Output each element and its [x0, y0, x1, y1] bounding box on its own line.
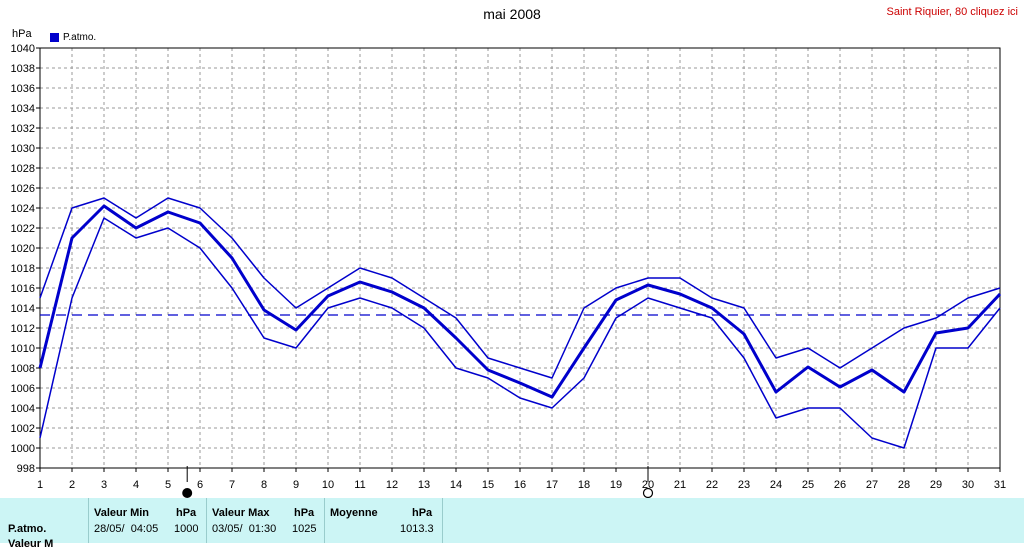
- stats-divider: [442, 498, 443, 543]
- min-value: 1000: [174, 523, 199, 535]
- stats-divider: [324, 498, 325, 543]
- max-unit: hPa: [294, 507, 315, 519]
- x-tick-label: 8: [261, 479, 267, 491]
- y-tick-label: 1006: [11, 383, 35, 395]
- series-line-max: [39, 197, 1001, 379]
- series-line-mean: [38, 204, 1002, 399]
- x-tick-label: 12: [386, 479, 398, 491]
- x-tick-label: 19: [610, 479, 622, 491]
- legend-swatch: [50, 33, 59, 42]
- x-tick-label: 17: [546, 479, 558, 491]
- x-tick-label: 24: [770, 479, 782, 491]
- x-tick-label: 20: [642, 479, 654, 491]
- mean-unit: hPa: [412, 507, 433, 519]
- stats-table: Valeur Min hPa Valeur Max hPa Moyenne hP…: [0, 498, 1024, 550]
- y-tick-label: 1030: [11, 143, 35, 155]
- x-tick-label: 6: [197, 479, 203, 491]
- stats-divider: [88, 498, 89, 543]
- x-tick-label: 27: [866, 479, 878, 491]
- y-tick-label: 1012: [11, 323, 35, 335]
- x-tick-label: 9: [293, 479, 299, 491]
- min-date: 28/05/ 04:05: [94, 523, 159, 535]
- x-tick-label: 25: [802, 479, 814, 491]
- mean-header: Moyenne: [330, 507, 378, 519]
- y-tick-label: 1008: [11, 363, 35, 375]
- min-unit: hPa: [176, 507, 197, 519]
- y-tick-label: 1000: [11, 443, 35, 455]
- y-tick-label: 1016: [11, 283, 35, 295]
- y-tick-label: 1032: [11, 123, 35, 135]
- y-tick-label: 1004: [11, 403, 35, 415]
- x-tick-label: 4: [133, 479, 139, 491]
- x-tick-label: 28: [898, 479, 910, 491]
- y-tick-label: 1034: [11, 103, 35, 115]
- mean-value: 1013.3: [400, 523, 434, 535]
- series-line-min: [39, 217, 1001, 449]
- x-tick-label: 2: [69, 479, 75, 491]
- x-tick-label: 16: [514, 479, 526, 491]
- x-tick-label: 18: [578, 479, 590, 491]
- x-tick-label: 31: [994, 479, 1006, 491]
- full-moon-icon: [642, 487, 654, 498]
- y-tick-label: 1018: [11, 263, 35, 275]
- station-link[interactable]: Saint Riquier, 80 cliquez ici: [886, 6, 1018, 18]
- y-tick-label: 1014: [11, 303, 35, 315]
- x-tick-label: 13: [418, 479, 430, 491]
- x-tick-label: 14: [450, 479, 462, 491]
- y-tick-label: 1036: [11, 83, 35, 95]
- y-tick-label: 1024: [11, 203, 35, 215]
- y-tick-label: 1026: [11, 183, 35, 195]
- y-tick-label: 1010: [11, 343, 35, 355]
- stats-row2-label: Valeur M: [8, 538, 54, 550]
- x-tick-label: 10: [322, 479, 334, 491]
- x-tick-label: 5: [165, 479, 171, 491]
- chart-title: mai 2008: [483, 6, 541, 22]
- x-tick-label: 11: [354, 479, 365, 491]
- x-tick-label: 15: [482, 479, 494, 491]
- x-tick-label: 22: [706, 479, 718, 491]
- y-axis-unit-label: hPa: [12, 28, 32, 40]
- x-tick-label: 7: [229, 479, 235, 491]
- pressure-chart: 9981000100210041006100810101012101410161…: [11, 43, 1006, 498]
- y-tick-label: 1028: [11, 163, 35, 175]
- plot-frame: [39, 47, 1001, 469]
- legend-label: P.atmo.: [63, 32, 97, 43]
- x-tick-label: 30: [962, 479, 974, 491]
- max-header: Valeur Max: [212, 507, 270, 519]
- x-tick-label: 23: [738, 479, 750, 491]
- x-tick-label: 1: [37, 479, 43, 491]
- max-value: 1025: [292, 523, 317, 535]
- y-tick-label: 1022: [11, 223, 35, 235]
- min-header: Valeur Min: [94, 507, 150, 519]
- stats-row-label: P.atmo.: [8, 523, 47, 535]
- y-tick-label: 1020: [11, 243, 35, 255]
- x-tick-label: 26: [834, 479, 846, 491]
- stats-divider: [206, 498, 207, 543]
- legend: P.atmo.: [50, 32, 96, 43]
- x-tick-label: 3: [101, 479, 107, 491]
- y-tick-label: 998: [17, 463, 35, 475]
- y-tick-label: 1002: [11, 423, 35, 435]
- new-moon-icon: [182, 488, 193, 498]
- y-tick-label: 1038: [11, 63, 35, 75]
- y-tick-label: 1040: [11, 43, 35, 55]
- x-tick-label: 21: [674, 479, 686, 491]
- x-tick-label: 29: [930, 479, 942, 491]
- max-date: 03/05/ 01:30: [212, 523, 277, 535]
